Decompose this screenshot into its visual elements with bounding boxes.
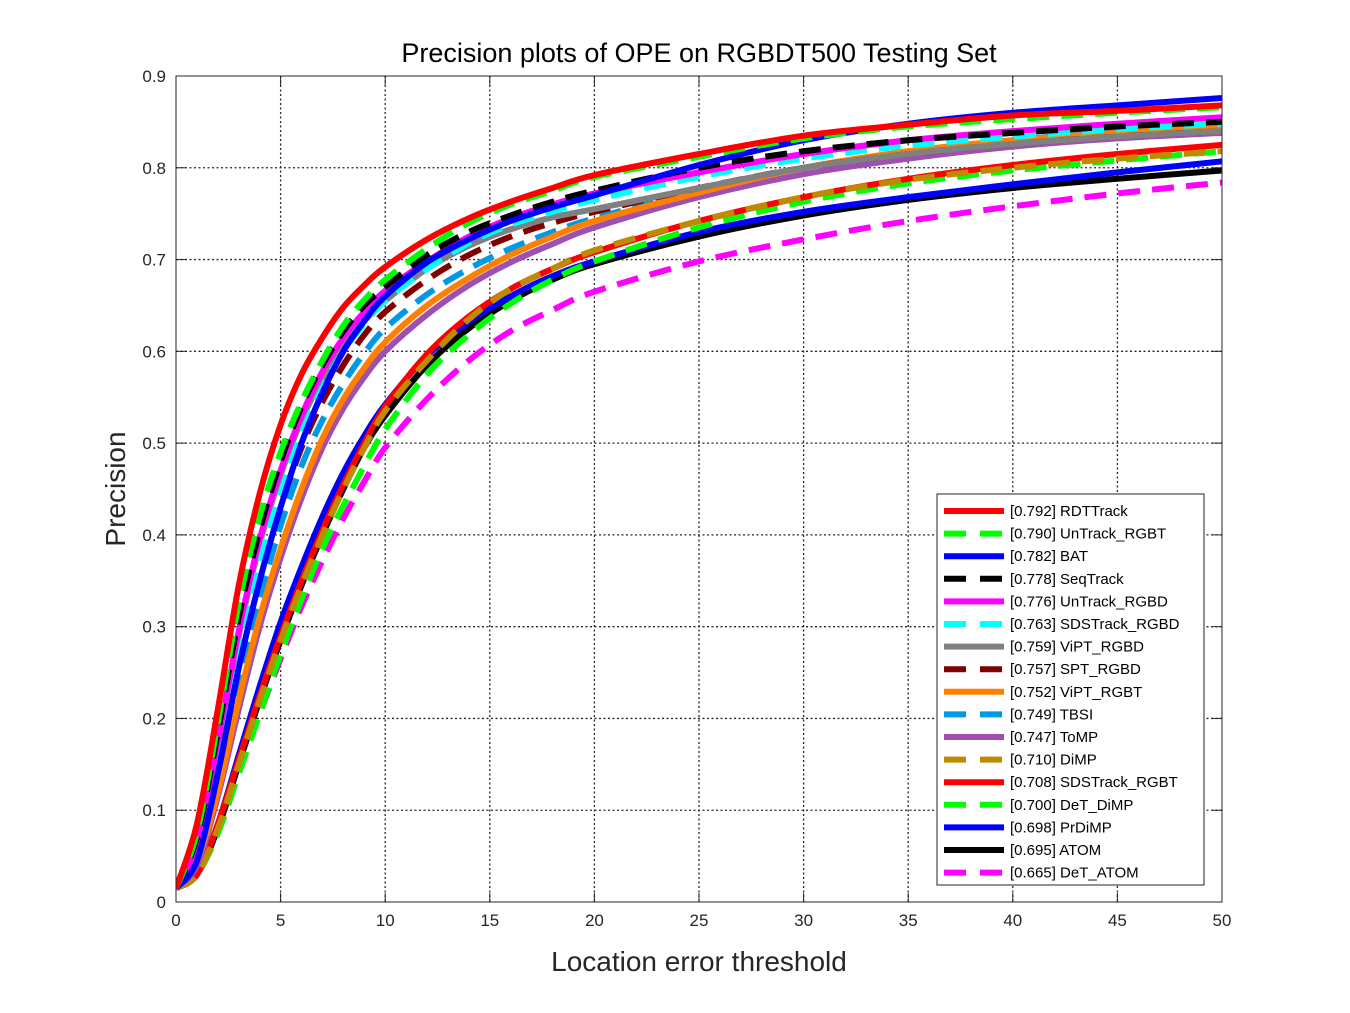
x-tick-label: 30 (794, 911, 813, 930)
legend-label: [0.710] DiMP (1010, 752, 1097, 769)
y-tick-label: 0.9 (142, 67, 166, 86)
legend-label: [0.778] SeqTrack (1010, 571, 1124, 588)
x-tick-label: 40 (1003, 911, 1022, 930)
series-line-13 (176, 141, 1222, 891)
y-tick-label: 0 (157, 893, 166, 912)
series-line-4 (176, 118, 1222, 890)
legend-label: [0.782] BAT (1010, 548, 1088, 565)
y-tick-label: 0.6 (142, 342, 166, 361)
legend-label: [0.695] ATOM (1010, 842, 1101, 859)
legend-label: [0.708] SDSTrack_RGBT (1010, 774, 1178, 791)
x-tick-label: 10 (376, 911, 395, 930)
legend-label: [0.759] ViPT_RGBD (1010, 639, 1144, 656)
y-tick-label: 0.2 (142, 709, 166, 728)
x-tick-label: 5 (276, 911, 285, 930)
x-tick-label: 15 (480, 911, 499, 930)
legend-label: [0.749] TBSI (1010, 706, 1093, 723)
x-tick-label: 20 (585, 911, 604, 930)
series-line-14 (176, 148, 1222, 891)
legend-label: [0.665] DeT_ATOM (1010, 865, 1139, 882)
y-tick-label: 0.4 (142, 526, 166, 545)
y-tick-label: 0.7 (142, 251, 166, 270)
legend-label: [0.698] PrDiMP (1010, 819, 1112, 836)
legend-label: [0.700] DeT_DiMP (1010, 797, 1133, 814)
series-line-1 (176, 102, 1222, 890)
legend-label: [0.747] ToMP (1010, 729, 1098, 746)
x-tick-label: 50 (1213, 911, 1232, 930)
legend-label: [0.763] SDSTrack_RGBD (1010, 616, 1180, 633)
x-tick-label: 0 (171, 911, 180, 930)
y-tick-label: 0.5 (142, 434, 166, 453)
x-axis-title: Location error threshold (551, 946, 847, 977)
y-axis-title: Precision (100, 431, 131, 546)
series-line-6 (176, 120, 1222, 890)
y-tick-label: 0.8 (142, 159, 166, 178)
y-tick-label: 0.3 (142, 618, 166, 637)
series-lines (176, 95, 1222, 891)
legend-label: [0.752] ViPT_RGBT (1010, 684, 1142, 701)
legend-label: [0.776] UnTrack_RGBD (1010, 593, 1168, 610)
axis-ticks: 0 5 10 15 20 25 30 35 40 45 50 0 0.1 0.2 0.3 0.4 0.5 0.6 0… (142, 67, 1231, 930)
legend: [0.792] RDTTrack [0.790] UnTrack_RGBT [0.7… (936, 493, 1205, 886)
legend-label: [0.757] SPT_RGBD (1010, 661, 1141, 678)
legend-label: [0.790] UnTrack_RGBT (1010, 526, 1166, 543)
x-tick-label: 35 (899, 911, 918, 930)
x-tick-label: 25 (690, 911, 709, 930)
x-tick-label: 45 (1108, 911, 1127, 930)
chart-title: Precision plots of OPE on RGBDT500 Testi… (401, 38, 997, 68)
legend-label: [0.792] RDTTrack (1010, 503, 1128, 520)
y-tick-label: 0.1 (142, 801, 166, 820)
